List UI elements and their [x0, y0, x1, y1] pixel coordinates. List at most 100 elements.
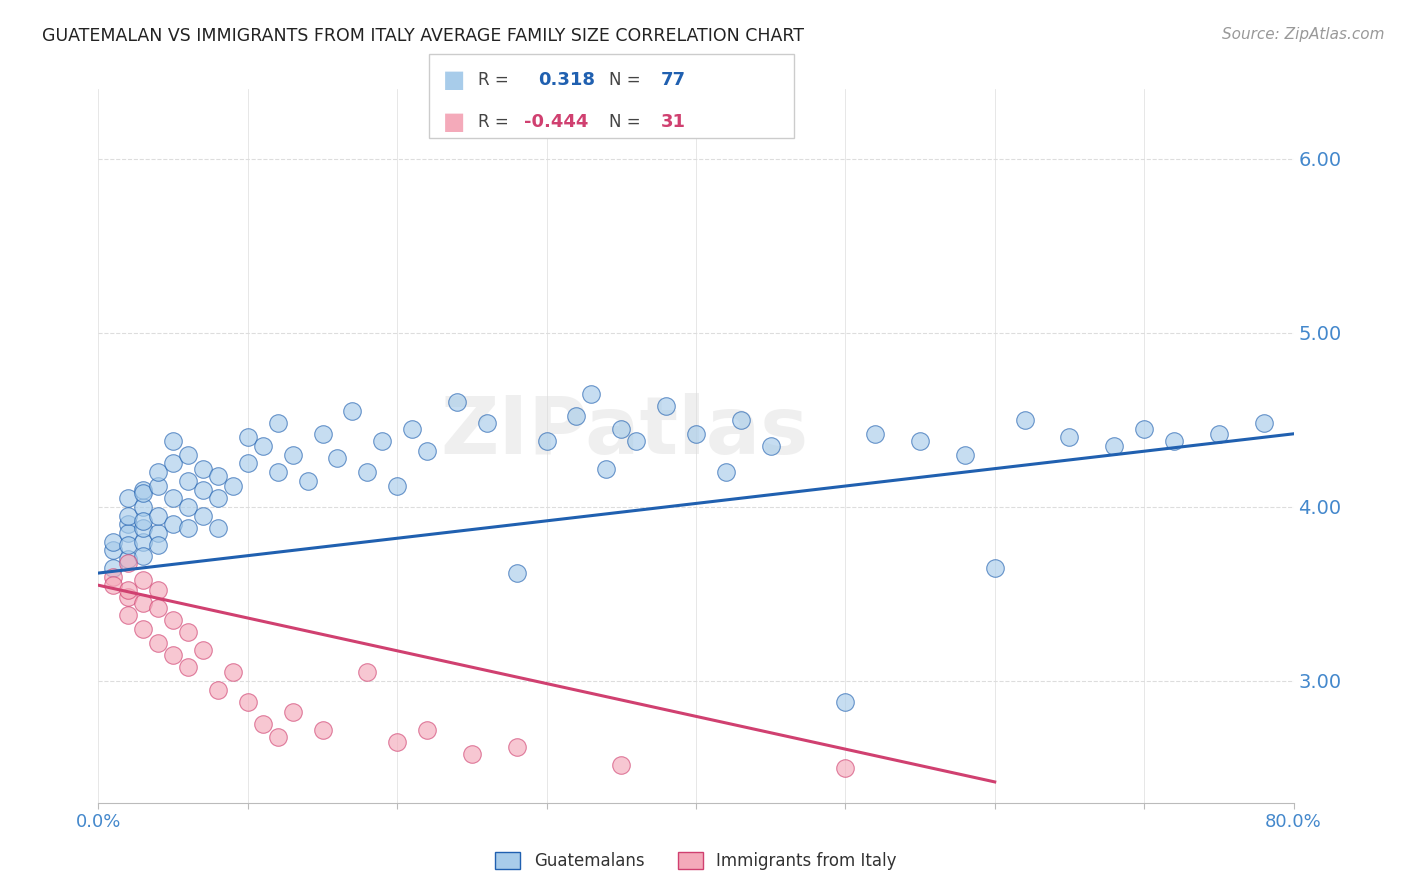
Point — [222, 479, 245, 493]
Text: ■: ■ — [443, 111, 465, 134]
Point — [132, 622, 155, 636]
Point — [342, 404, 364, 418]
Point — [132, 486, 155, 500]
Point — [401, 421, 423, 435]
Point — [730, 413, 752, 427]
Point — [207, 521, 229, 535]
Point — [148, 479, 170, 493]
Point — [148, 508, 170, 523]
Point — [416, 723, 439, 737]
Point — [162, 457, 184, 471]
Point — [117, 526, 139, 541]
Point — [581, 386, 603, 401]
Point — [1014, 413, 1036, 427]
Point — [117, 607, 139, 622]
Point — [148, 538, 170, 552]
Point — [191, 483, 214, 497]
Point — [148, 526, 170, 541]
Point — [207, 491, 229, 506]
Point — [565, 409, 588, 424]
Text: ■: ■ — [443, 69, 465, 92]
Point — [446, 395, 468, 409]
Point — [865, 426, 887, 441]
Point — [132, 483, 155, 497]
Point — [1208, 426, 1230, 441]
Point — [162, 613, 184, 627]
Point — [207, 468, 229, 483]
Point — [162, 434, 184, 448]
Point — [1163, 434, 1185, 448]
Point — [177, 521, 200, 535]
Point — [834, 761, 856, 775]
Point — [132, 500, 155, 514]
Point — [177, 500, 200, 514]
Point — [236, 695, 259, 709]
Point — [1133, 421, 1156, 435]
Point — [162, 648, 184, 662]
Point — [297, 474, 319, 488]
Point — [117, 552, 139, 566]
Point — [1104, 439, 1126, 453]
Point — [148, 600, 170, 615]
Text: N =: N = — [609, 71, 640, 89]
Point — [117, 491, 139, 506]
Point — [117, 583, 139, 598]
Point — [1253, 417, 1275, 431]
Point — [191, 508, 214, 523]
Point — [117, 591, 139, 605]
Point — [177, 474, 200, 488]
Text: GUATEMALAN VS IMMIGRANTS FROM ITALY AVERAGE FAMILY SIZE CORRELATION CHART: GUATEMALAN VS IMMIGRANTS FROM ITALY AVER… — [42, 27, 804, 45]
Point — [385, 479, 409, 493]
Text: N =: N = — [609, 113, 640, 131]
Point — [506, 740, 529, 755]
Text: ZIPatlas: ZIPatlas — [440, 392, 808, 471]
Point — [103, 534, 125, 549]
Point — [148, 465, 170, 479]
Point — [655, 399, 678, 413]
Text: R =: R = — [478, 113, 509, 131]
Point — [385, 735, 409, 749]
Point — [252, 717, 274, 731]
Point — [103, 543, 125, 558]
Point — [267, 417, 290, 431]
Point — [281, 706, 304, 720]
Point — [714, 465, 737, 479]
Point — [281, 448, 304, 462]
Point — [177, 625, 200, 640]
Point — [984, 561, 1007, 575]
Text: -0.444: -0.444 — [524, 113, 589, 131]
Point — [103, 578, 125, 592]
Point — [132, 534, 155, 549]
Point — [536, 434, 558, 448]
Point — [685, 426, 707, 441]
Point — [132, 573, 155, 587]
Point — [177, 448, 200, 462]
Point — [117, 556, 139, 570]
Point — [595, 461, 617, 475]
Point — [132, 549, 155, 563]
Point — [506, 566, 529, 580]
Point — [191, 461, 214, 475]
Point — [236, 430, 259, 444]
Point — [222, 665, 245, 680]
Text: 77: 77 — [661, 71, 686, 89]
Point — [371, 434, 394, 448]
Point — [610, 421, 633, 435]
Point — [177, 660, 200, 674]
Point — [908, 434, 931, 448]
Point — [834, 695, 856, 709]
Point — [132, 514, 155, 528]
Point — [953, 448, 976, 462]
Point — [356, 465, 378, 479]
Point — [311, 426, 333, 441]
Point — [416, 444, 439, 458]
Point — [162, 491, 184, 506]
Point — [132, 521, 155, 535]
Point — [461, 747, 484, 761]
Point — [1059, 430, 1081, 444]
Point — [162, 517, 184, 532]
Text: 0.318: 0.318 — [538, 71, 596, 89]
Point — [267, 730, 290, 744]
Point — [475, 417, 498, 431]
Point — [207, 682, 229, 697]
